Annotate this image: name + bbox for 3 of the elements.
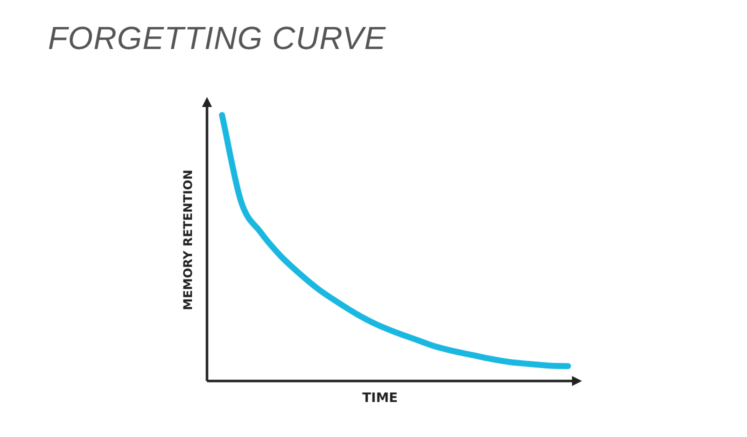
y-axis-title: MEMORY RETENTION	[181, 170, 195, 310]
x-axis-title: TIME	[361, 391, 399, 406]
chart-title: FORGETTING CURVE	[48, 20, 386, 57]
